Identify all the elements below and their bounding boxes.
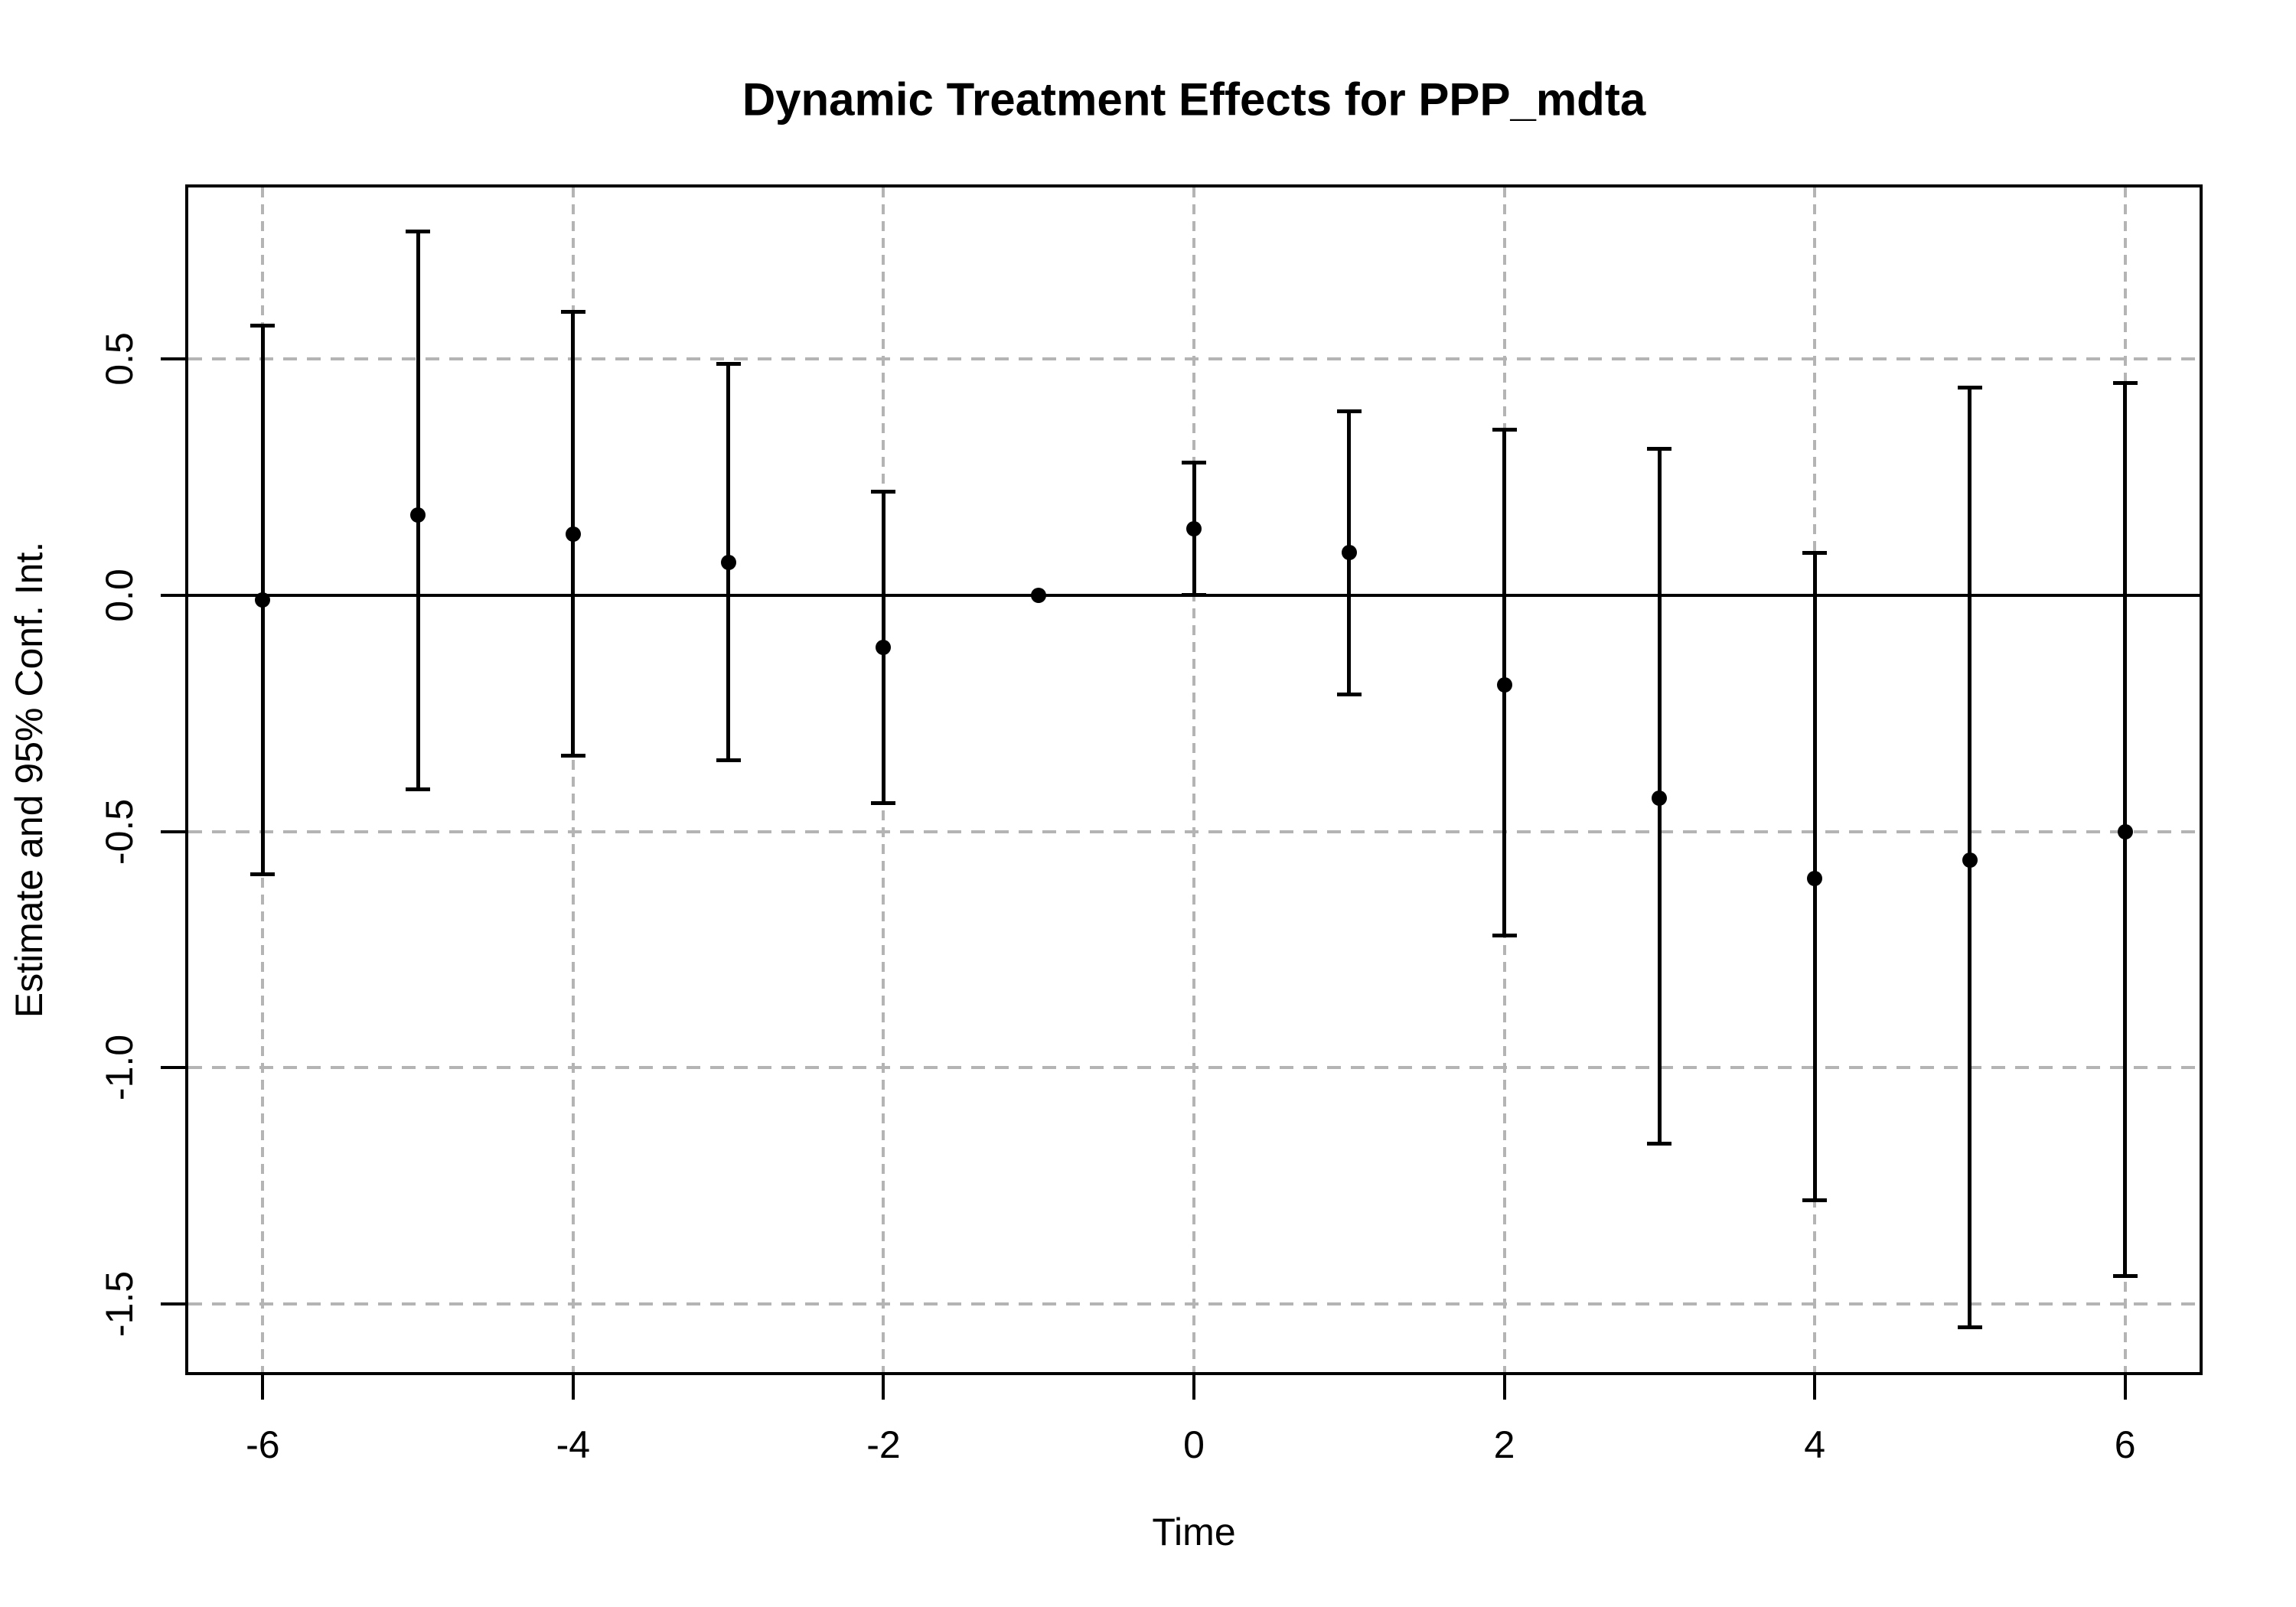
- error-bar-cap-lower: [250, 872, 276, 876]
- estimate-point: [1186, 521, 1202, 537]
- horizontal-gridline: [188, 357, 2200, 361]
- error-bar-cap-lower: [406, 787, 431, 791]
- error-bar-cap-upper: [1802, 550, 1828, 555]
- horizontal-gridline: [188, 830, 2200, 833]
- estimate-point: [720, 554, 736, 570]
- error-bar-cap-lower: [1182, 593, 1206, 598]
- estimate-point: [255, 592, 271, 608]
- error-bar-cap-lower: [1957, 1325, 1982, 1330]
- error-bar-cap-upper: [560, 309, 585, 314]
- x-axis-tick-label: 0: [1183, 1423, 1205, 1466]
- estimate-point: [1652, 790, 1668, 807]
- error-bar-cap-upper: [406, 229, 431, 233]
- x-axis-tick: [1502, 1375, 1506, 1400]
- x-axis-title: Time: [1152, 1511, 1236, 1553]
- plot-area: Dynamic Treatment Effects for PPP_mdta E…: [8, 74, 2203, 1553]
- chart-title: Dynamic Treatment Effects for PPP_mdta: [742, 73, 1646, 125]
- estimate-point: [410, 507, 426, 523]
- error-bar-cap-lower: [1492, 933, 1517, 937]
- estimate-point: [2117, 823, 2133, 839]
- estimate-point: [1962, 852, 1978, 868]
- error-bar-cap-lower: [560, 754, 585, 758]
- error-bar-cap-lower: [1647, 1141, 1672, 1146]
- x-axis-tick: [1813, 1375, 1817, 1400]
- error-bar-cap-upper: [1182, 461, 1206, 465]
- x-axis-tick-label: 2: [1493, 1423, 1515, 1466]
- estimate-point: [1031, 587, 1047, 603]
- x-axis-tick-label: 4: [1804, 1423, 1826, 1466]
- error-bar-cap-upper: [1336, 409, 1362, 413]
- series-layer: [188, 187, 2200, 1372]
- x-axis-tick: [261, 1375, 265, 1400]
- y-axis-tick: [161, 593, 185, 597]
- y-axis-tick-label: -0.5: [98, 798, 141, 865]
- error-bar-cap-lower: [2112, 1273, 2138, 1278]
- y-axis-title: Estimate and 95% Conf. Int.: [8, 541, 51, 1019]
- x-axis-tick-label: -2: [866, 1423, 901, 1466]
- vertical-gridline: [1192, 187, 1195, 1372]
- error-bar-cap-upper: [871, 489, 896, 494]
- y-axis-tick: [161, 1066, 185, 1070]
- estimate-point: [1496, 677, 1512, 693]
- error-bar-cap-lower: [1802, 1198, 1828, 1202]
- y-axis-tick-label: -1.0: [98, 1035, 141, 1101]
- horizontal-gridline: [188, 1066, 2200, 1070]
- x-axis-tick: [571, 1375, 575, 1400]
- x-axis-tick: [1192, 1375, 1195, 1400]
- horizontal-gridline: [188, 1302, 2200, 1306]
- error-bar-cap-lower: [1336, 693, 1362, 697]
- error-bar-cap-upper: [716, 361, 741, 366]
- estimate-point: [565, 526, 581, 542]
- x-axis-tick: [882, 1375, 885, 1400]
- x-axis-tick-label: -6: [246, 1423, 280, 1466]
- y-axis-tick: [161, 357, 185, 361]
- vertical-gridline: [571, 187, 575, 1372]
- error-bar-cap-upper: [2112, 380, 2138, 385]
- x-axis-tick: [2123, 1375, 2127, 1400]
- y-axis-tick-label: 0.0: [98, 569, 141, 622]
- y-axis-tick-label: -1.5: [98, 1270, 141, 1338]
- y-axis-tick: [161, 1302, 185, 1306]
- error-bar-cap-upper: [250, 324, 276, 328]
- y-axis-tick: [161, 830, 185, 833]
- error-bar-cap-lower: [716, 758, 741, 763]
- y-axis-tick-label: 0.5: [98, 332, 141, 386]
- error-bar-cap-lower: [871, 801, 896, 806]
- estimate-point: [1341, 545, 1357, 561]
- x-axis-tick-label: -4: [556, 1423, 591, 1466]
- error-bar-cap-upper: [1647, 446, 1672, 451]
- estimate-point: [1807, 871, 1823, 887]
- estimate-point: [876, 639, 892, 655]
- error-bar-cap-upper: [1492, 428, 1517, 432]
- error-bar-cap-upper: [1957, 385, 1982, 390]
- x-axis-tick-label: 6: [2114, 1423, 2136, 1466]
